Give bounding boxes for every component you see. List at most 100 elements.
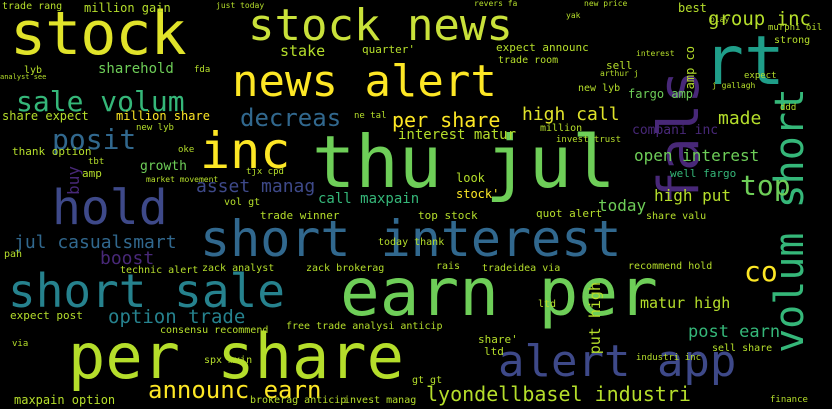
word-ltd: ltd	[484, 345, 504, 358]
word-interest: interest	[636, 49, 675, 58]
word-recommend-hold: recommend hold	[628, 261, 713, 272]
word-boost: boost	[100, 248, 155, 269]
word-call-maxpain: call maxpain	[318, 191, 420, 207]
word-yak: yak	[566, 11, 581, 20]
word-top: top	[740, 169, 791, 202]
word-matur-high: matur high	[640, 294, 731, 312]
word-co: co	[744, 255, 778, 288]
word-industri-inc: industri inc	[636, 353, 702, 363]
word-interest-matur: interest matur	[398, 127, 517, 143]
word-news-alert: news alert	[232, 56, 497, 107]
word-asset-manag: asset manag	[196, 176, 316, 197]
word-trade-room: trade room	[498, 55, 559, 66]
word-share-quote: share'	[478, 333, 518, 346]
word-lyondellbasel-industri: lyondellbasel industri	[426, 382, 691, 406]
word-hold: hold	[52, 180, 168, 236]
word-j-gallagh: j gallagh	[712, 81, 756, 90]
word-made: made	[718, 108, 762, 129]
word-oke: oke	[178, 145, 195, 155]
word-quarter: quarter'	[362, 43, 415, 56]
word-option-trade: option trade	[108, 306, 246, 328]
word-finance: finance	[770, 395, 808, 405]
word-thank-option: thank option	[12, 145, 92, 158]
word-fargo-amp: fargo amp	[628, 87, 694, 101]
word-pah: pah	[4, 249, 23, 260]
word-revers-fa: revers fa	[474, 0, 518, 8]
word-amp-co: amp co	[683, 46, 697, 90]
word-technic-alert: technic alert	[120, 265, 199, 276]
word-new-price: new price	[584, 0, 628, 8]
word-thu-jul: thu jul	[312, 120, 616, 204]
word-expect-post: expect post	[10, 309, 83, 322]
word-rt: rt	[703, 22, 785, 101]
word-post-earn: post earn	[688, 322, 781, 342]
word-rais: rais	[436, 261, 461, 272]
word-tbt: tbt	[88, 157, 105, 167]
word-high-call: high call	[522, 104, 620, 125]
word-lyb: lyb	[24, 65, 43, 76]
word-announc-earn: announc earn	[148, 376, 322, 404]
word-today-thank: today thank	[378, 237, 445, 248]
word-million-gain: million gain	[84, 1, 171, 15]
word-buy: buy	[64, 166, 83, 195]
word-strong: strong	[774, 35, 811, 46]
word-analyst-see: analyst see	[0, 73, 47, 81]
word-fda: fda	[194, 65, 211, 75]
word-stake: stake	[280, 42, 326, 60]
word-top-stock: top stock	[418, 209, 478, 222]
word-new-lyb: new lyb	[578, 83, 621, 94]
word-inc: inc	[200, 122, 291, 180]
word-play: play	[710, 15, 730, 24]
word-new-lyb-2: new lyb	[136, 123, 174, 133]
word-murphi-oil: murphi oil	[768, 23, 823, 33]
word-earn-per: earn per	[340, 254, 658, 331]
word-market-movement: market movement	[146, 175, 219, 184]
word-expect-announc: expect announc	[496, 41, 589, 54]
word-high-put: high put	[654, 186, 732, 205]
word-stock-quote: stock'	[456, 187, 500, 201]
word-expect: expect	[744, 71, 777, 81]
word-compani-inc: compani inc	[632, 123, 719, 138]
word-invest-manag: invest manag	[344, 395, 417, 406]
word-short-sale: short sale	[8, 264, 285, 318]
word-million-share: million share	[116, 109, 210, 123]
word-zack-brokerag: zack brokerag	[306, 263, 385, 274]
word-best: best	[678, 1, 707, 15]
word-vol-gt: vol gt	[224, 197, 261, 208]
word-per-share-large: per share	[68, 320, 404, 393]
word-gt-gt: gt gt	[412, 375, 443, 386]
word-ne-tal: ne tal	[354, 111, 387, 121]
word-tjx-cpd: tjx cpd	[246, 167, 284, 177]
word-short-interest: short interest	[200, 210, 622, 268]
word-stock: stock	[10, 0, 187, 69]
word-growth: growth	[140, 159, 187, 174]
word-zack-analyst: zack analyst	[202, 263, 275, 274]
word-quot-alert: quot alert	[536, 207, 603, 220]
word-today: today	[598, 196, 647, 215]
word-posit: posit	[52, 123, 137, 156]
word-trade-rang: trade rang	[2, 1, 63, 12]
word-sell-share: sell share	[712, 343, 773, 354]
word-via: via	[12, 339, 29, 349]
word-ddd: ddd	[780, 103, 797, 113]
word-share-expect: share expect	[2, 109, 89, 123]
word-spx-mxin: spx mxin	[204, 355, 253, 366]
word-look: look	[456, 171, 485, 185]
word-ltd-2: ltd	[538, 299, 557, 310]
word-sell: sell	[606, 59, 633, 72]
word-maxpain-option: maxpain option	[14, 393, 116, 407]
word-jul-casualsmart: jul casualsmart	[14, 232, 177, 253]
word-well-fargo: well fargo	[670, 167, 737, 180]
word-trade-winner: trade winner	[260, 209, 340, 222]
word-just-today: just today	[216, 1, 265, 10]
word-group-inc: group inc	[708, 8, 811, 30]
word-share-valu: share valu	[646, 211, 707, 222]
word-alert-app: alert app	[498, 336, 737, 387]
word-consensu-recommend: consensu recommend	[160, 325, 269, 336]
word-amp: amp	[82, 167, 102, 180]
word-decreas: decreas	[240, 104, 342, 132]
word-stock-news: stock news	[248, 0, 513, 51]
word-invest-trust: invest trust	[556, 135, 622, 145]
word-sharehold: sharehold	[98, 61, 174, 77]
word-tradeidea-via: tradeidea via	[482, 263, 561, 274]
